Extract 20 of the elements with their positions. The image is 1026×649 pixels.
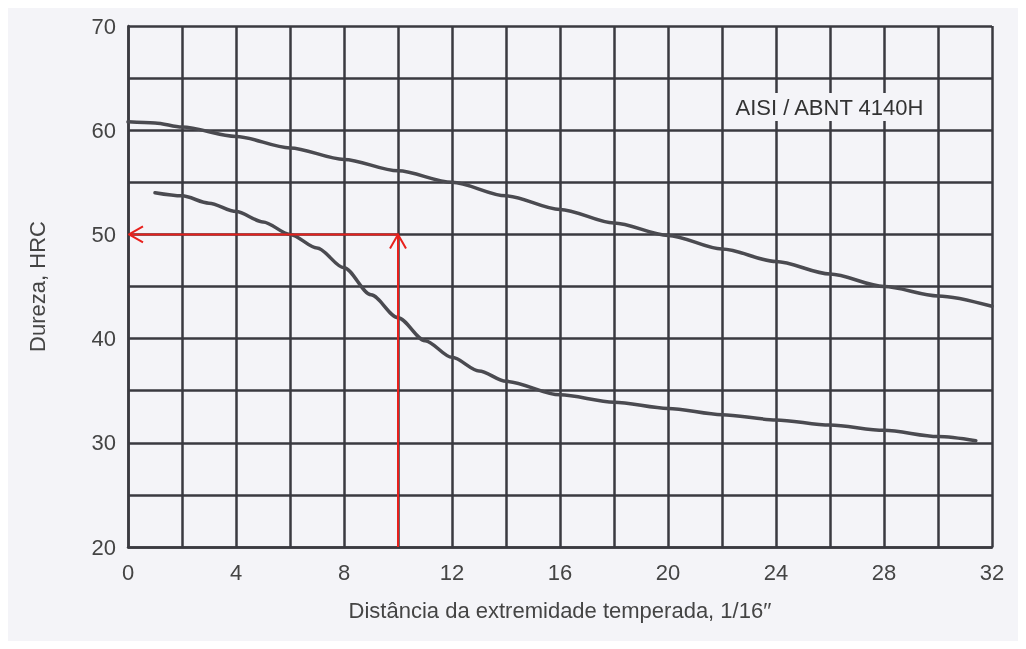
- y-tick-label: 50: [91, 221, 116, 247]
- x-tick-label: 8: [337, 559, 351, 585]
- x-tick-label: 24: [763, 559, 789, 585]
- x-tick-label: 0: [121, 559, 135, 585]
- y-tick-label: 60: [91, 117, 116, 143]
- x-tick-label: 12: [439, 559, 465, 585]
- y-tick-label: 70: [91, 13, 116, 39]
- line-series: [126, 120, 994, 309]
- x-tick-label: 20: [655, 559, 681, 585]
- y-tick-label: 40: [91, 326, 116, 352]
- x-tick-label: 28: [871, 559, 897, 585]
- y-axis-title: Dureza, HRC: [24, 220, 50, 352]
- y-tick-label: 20: [91, 534, 116, 560]
- annotation: AISI / ABNT 4140H: [735, 94, 924, 120]
- x-tick-label: 32: [979, 559, 1005, 585]
- y-tick-label: 30: [91, 430, 116, 456]
- x-tick-label: 16: [547, 559, 573, 585]
- x-tick-label: 4: [229, 559, 243, 585]
- line-series: [153, 190, 978, 443]
- x-axis-title: Distância da extremidade temperada, 1/16′′: [348, 597, 772, 623]
